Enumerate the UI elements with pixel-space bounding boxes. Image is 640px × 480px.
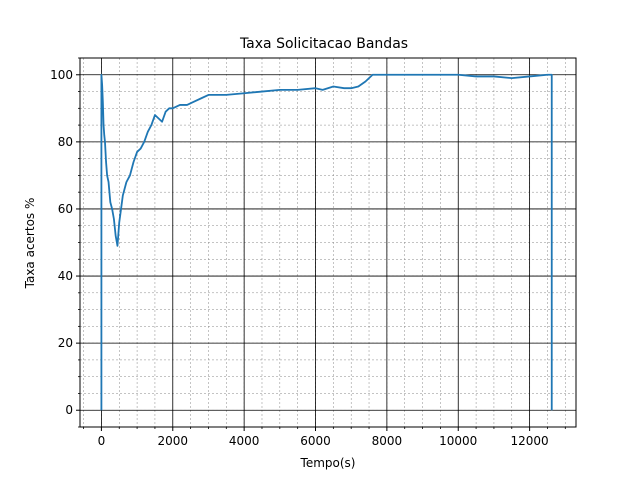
y-tick-label: 80 [58,135,73,149]
y-tick-label: 20 [58,336,73,350]
grid [80,57,576,428]
y-axis-label: Taxa acertos % [23,198,37,290]
y-tick-label: 100 [50,68,73,82]
x-tick-label: 10000 [439,434,477,448]
y-tick-label: 60 [58,202,73,216]
x-tick-label: 2000 [158,434,189,448]
series-line [100,73,553,411]
x-tick-label: 8000 [372,434,403,448]
x-tick-label: 12000 [511,434,549,448]
chart-title: Taxa Solicitacao Bandas [239,36,408,52]
ticks: 0 2000 4000 6000 8000 10000 12000 0 20 40 60 80 100 [50,57,566,448]
plot-area [100,73,553,411]
x-tick-label: 4000 [229,434,260,448]
x-axis-label: Tempo(s) [300,456,356,470]
y-tick-label: 0 [65,403,73,417]
x-tick-label: 6000 [300,434,331,448]
x-tick-label: 0 [98,434,106,448]
y-tick-label: 40 [58,269,73,283]
